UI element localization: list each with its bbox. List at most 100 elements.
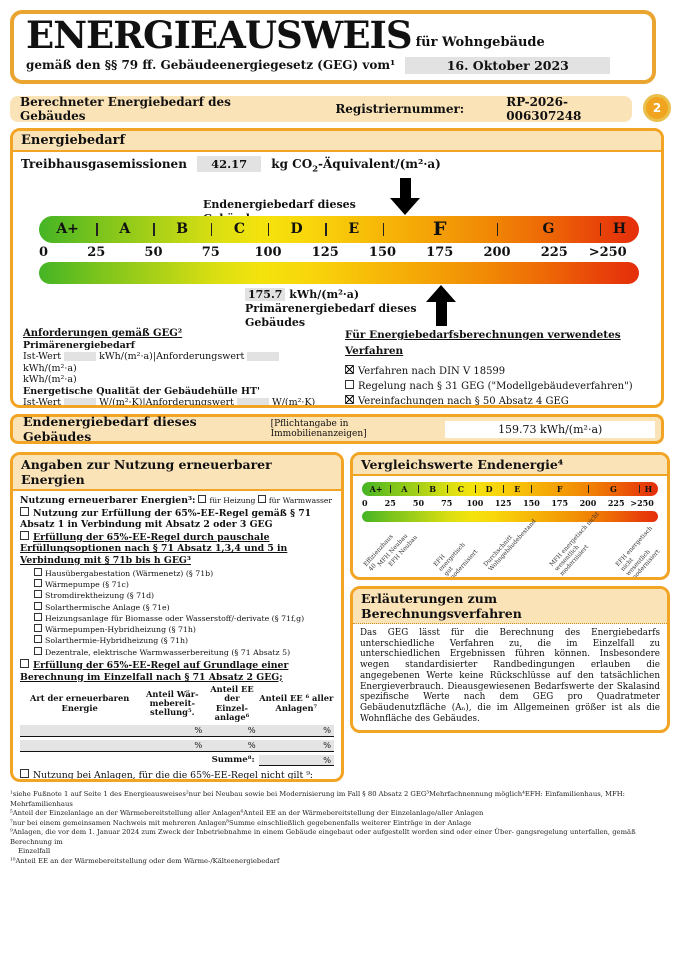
method-item: Vereinfachungen nach § 50 Absatz 4 GEG — [345, 394, 653, 405]
table-row[interactable]: % % % — [20, 725, 334, 738]
explanations-section: Erläuterungen zum Berechnungsverfahren D… — [350, 586, 670, 734]
option-checkbox[interactable] — [34, 624, 42, 633]
prim-ist-wert-field[interactable] — [64, 352, 97, 362]
summe-field[interactable]: % — [258, 755, 334, 767]
page-number-badge: 2 — [643, 94, 671, 122]
scale-tick: 200 — [483, 245, 511, 260]
scale-tick: 25 — [87, 245, 106, 260]
option-item: Stromdirektheizung (§ 71d) — [34, 590, 334, 601]
table-sum-row: Summe⁸: % — [20, 755, 334, 767]
scale-tick: 50 — [144, 245, 163, 260]
option-item: Solarthermische Anlage (§ 71e) — [34, 601, 334, 613]
scale-tick: 150 — [368, 245, 397, 260]
table-col3-header: Anteil EE der Einzel- anlage⁶ — [210, 684, 254, 722]
renewable-energies-section: Angaben zur Nutzung erneuerbarer Energie… — [10, 452, 344, 782]
not-applicable-row: Nutzung bei Anlagen, für die die 65%-EE-… — [20, 769, 334, 779]
scale-tick: >250 — [630, 498, 654, 508]
document-title: ENERGIEAUSWEIS — [26, 13, 413, 57]
scale-tick: 125 — [311, 245, 339, 260]
footnote-line: ¹siehe Fußnote 1 auf Seite 1 des Energie… — [10, 790, 625, 808]
footnotes: ¹siehe Fußnote 1 auf Seite 1 des Energie… — [10, 790, 670, 866]
registration-number-label: Registriernummer: — [335, 102, 465, 116]
comparison-label: EFH energetisch gut modernisiert — [432, 541, 480, 580]
scale-letter: A+ — [56, 221, 79, 237]
scale-letter: E — [514, 484, 521, 494]
prim-anforderungswert-field[interactable] — [247, 352, 280, 362]
scale-tick: 75 — [441, 498, 453, 508]
scale-letter: F — [556, 484, 563, 494]
ee-rule-pauschale-row: Erfüllung der 65%-EE-Regel durch pauscha… — [20, 530, 288, 567]
scale-separator — [638, 485, 640, 493]
prim-demand-heading: Primärenergiebedarf — [23, 340, 135, 351]
document-subtitle: für Wohngebäude — [415, 34, 545, 50]
scale-tick: 50 — [412, 498, 425, 508]
ee-rule-einzelfall-checkbox[interactable] — [20, 658, 29, 668]
scale-tick: 0 — [39, 245, 49, 260]
scale-letter: G — [542, 221, 555, 237]
scale-tick: 125 — [494, 498, 512, 508]
footnote-line: Einzelfall — [18, 847, 51, 856]
modellgebaeude-checkbox[interactable] — [345, 379, 354, 389]
scale-separator — [153, 223, 155, 236]
huelle-ist-wert-field[interactable] — [64, 397, 97, 405]
heizung-checkbox[interactable] — [198, 495, 207, 503]
explanations-section-title: Erläuterungen zum Berechnungsverfahren — [353, 589, 667, 624]
not-applicable-checkbox[interactable] — [20, 769, 29, 779]
option-checkbox[interactable] — [34, 601, 42, 610]
method-item: Regelung nach § 31 GEG ("Modellgebäudeve… — [345, 379, 653, 394]
final-energy-band-title: Endenergiebedarf dieses Gebäudes — [23, 414, 197, 444]
option-item: Dezentrale, elektrische Warmwasserbereit… — [34, 646, 334, 658]
warmwasser-checkbox[interactable] — [257, 495, 266, 503]
prim-demand-values: Ist-Wert kWh/(m²·a)|AnforderungswertkWh/(… — [23, 351, 331, 374]
huelle-anforderungswert-field[interactable] — [236, 397, 269, 405]
scale-tick: 225 — [607, 498, 625, 508]
option-checkbox[interactable] — [34, 567, 42, 576]
comparison-label: Durchschnitt Wohngebäudebestand — [482, 517, 538, 573]
fulfillment-options-list: Hausübergabestation (Wärmenetz) (§ 71b) … — [34, 567, 334, 658]
final-energy-band: Endenergiebedarf dieses Gebäudes [Pflich… — [10, 414, 664, 444]
document-header: ENERGIEAUSWEIS für Wohngebäude gemäß den… — [10, 10, 656, 84]
ee-rule-einzelfall-row: Erfüllung der 65%-EE-Regel auf Grundlage… — [20, 658, 289, 683]
band-title: Berechneter Energiebedarf des Gebäudes — [20, 95, 231, 123]
option-checkbox[interactable] — [34, 578, 42, 587]
comparison-class-scale: A+ A B C D E F G H — [362, 482, 658, 496]
scale-separator — [474, 485, 476, 493]
method-heading: Für Energiebedarfsberechnungen verwendet… — [345, 329, 621, 357]
scale-tick: 225 — [540, 245, 568, 260]
thg-label: Treibhausgasemissionen — [21, 157, 187, 171]
option-item: Wärmepumpe (§ 71c) — [34, 578, 334, 590]
option-checkbox[interactable] — [34, 646, 42, 655]
comparison-values-section: Vergleichswerte Endenergie⁴ A+ A B C D E… — [350, 452, 670, 580]
vereinfachungen-checkbox[interactable] — [345, 394, 354, 404]
geg-requirements-block: Anforderungen gemäß GEG² Primärenergiebe… — [23, 328, 331, 405]
energiebedarf-section-title: Energiebedarf — [13, 131, 661, 152]
option-checkbox[interactable] — [34, 590, 42, 599]
scale-tick: 75 — [201, 245, 220, 260]
table-row[interactable]: % % % — [20, 740, 334, 753]
footnote-line: ¹⁰Anteil EE an der Wärmebereitstellung o… — [10, 856, 280, 865]
thg-value-field[interactable]: 42.17 — [197, 156, 262, 172]
geg-date-field[interactable]: 16. Oktober 2023 — [405, 56, 611, 74]
scale-separator — [268, 223, 270, 236]
din-v-18599-checkbox[interactable] — [345, 364, 354, 374]
renewable-section-title: Angaben zur Nutzung erneuerbarer Energie… — [13, 455, 341, 491]
scale-letter: A — [119, 221, 131, 237]
scale-letter: D — [290, 221, 303, 237]
renewable-share-table: Art der erneuerbaren Energie Anteil Wär-… — [20, 684, 334, 767]
energiebedarf-section: Energiebedarf Treibhausgasemissionen 42.… — [10, 128, 664, 408]
option-checkbox[interactable] — [34, 635, 42, 644]
scale-tick: 200 — [579, 498, 597, 508]
scale-letter: H — [612, 221, 627, 237]
ee-rule-absatz1-checkbox[interactable] — [20, 506, 29, 516]
footnote-line: ⁵Anteil der Einzelanlage an der Wärmeber… — [10, 809, 484, 818]
table-col2-header: Anteil Wär- mebereit- stellung⁵. — [146, 688, 199, 718]
scale-letter-current: F — [432, 218, 447, 240]
ee-rule-pauschale-checkbox[interactable] — [20, 530, 29, 540]
option-checkbox[interactable] — [34, 612, 42, 621]
scale-separator — [587, 485, 589, 493]
comparison-label: EFH energetisch nicht wesentlich moderni… — [614, 525, 662, 580]
final-energy-band-value: 159.73 kWh/(m²·a) — [445, 420, 655, 438]
scale-tick: 0 — [362, 498, 368, 508]
scale-separator — [600, 223, 602, 236]
